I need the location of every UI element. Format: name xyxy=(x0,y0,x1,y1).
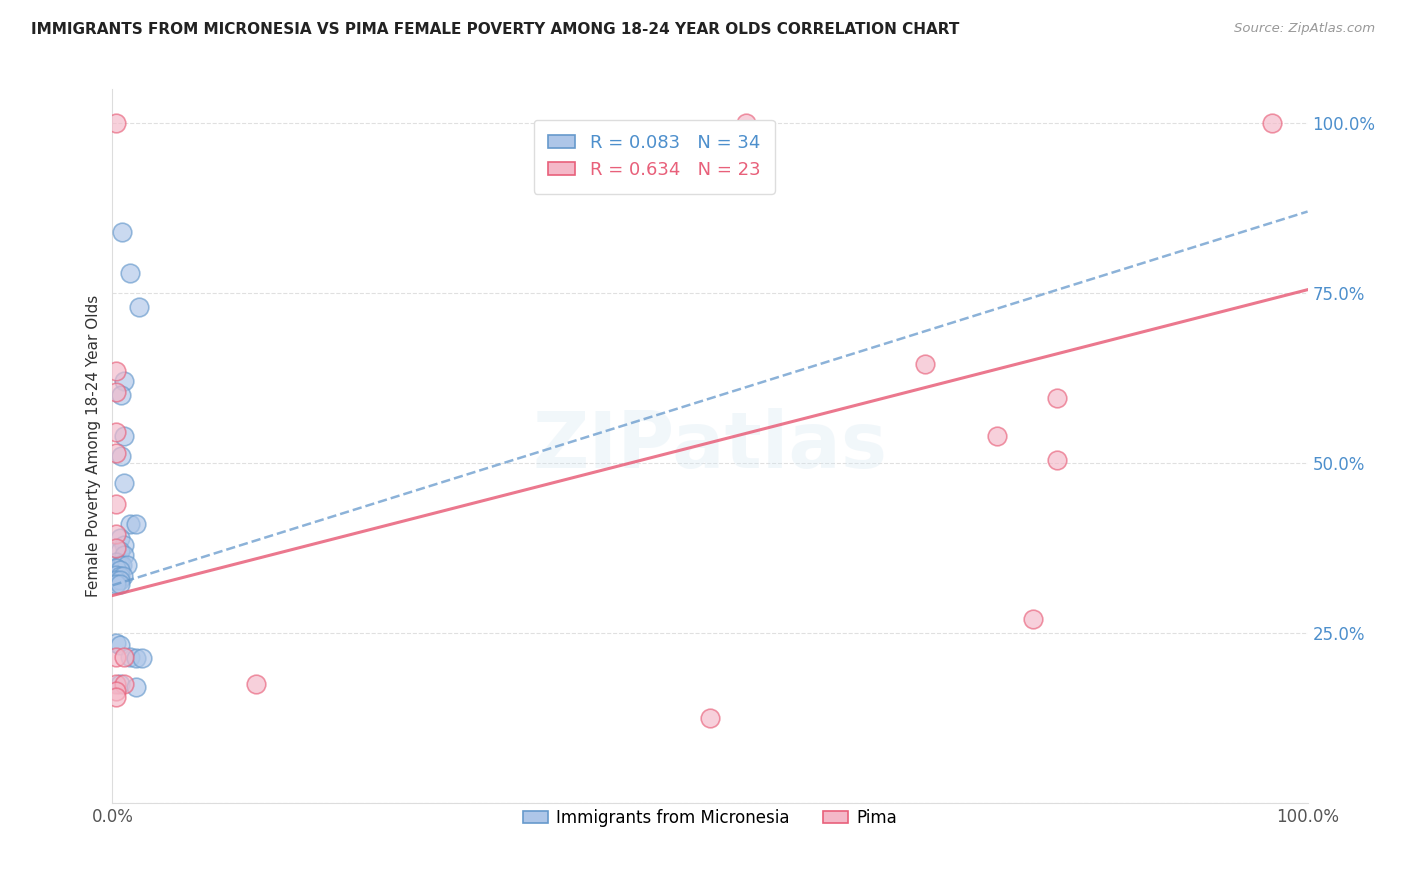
Point xyxy=(105,561,128,575)
Point xyxy=(105,364,128,378)
Point xyxy=(105,497,128,511)
Point xyxy=(114,537,135,551)
Point xyxy=(105,384,128,399)
Point xyxy=(105,573,128,587)
Point xyxy=(105,446,128,460)
Point xyxy=(105,636,128,650)
Point xyxy=(986,429,1008,443)
Point xyxy=(114,649,135,664)
Point xyxy=(105,649,128,664)
Point xyxy=(111,225,134,239)
Text: IMMIGRANTS FROM MICRONESIA VS PIMA FEMALE POVERTY AMONG 18-24 YEAR OLDS CORRELAT: IMMIGRANTS FROM MICRONESIA VS PIMA FEMAL… xyxy=(31,22,959,37)
Point xyxy=(105,555,128,569)
Point xyxy=(112,569,135,583)
Point xyxy=(131,651,153,665)
Point xyxy=(120,649,142,664)
Point xyxy=(114,375,135,389)
Point xyxy=(120,517,142,532)
Point xyxy=(114,548,135,562)
Point xyxy=(115,558,138,572)
Point xyxy=(105,541,128,555)
Point xyxy=(699,711,721,725)
Point xyxy=(111,558,134,572)
Point xyxy=(1261,116,1284,130)
Point xyxy=(735,116,758,130)
Point xyxy=(108,677,131,691)
Point xyxy=(105,568,128,582)
Point xyxy=(114,476,135,491)
Point xyxy=(1046,392,1069,406)
Point xyxy=(105,116,128,130)
Point xyxy=(108,569,131,583)
Point xyxy=(114,429,135,443)
Point xyxy=(125,651,148,665)
Point xyxy=(128,300,150,314)
Point xyxy=(108,558,131,572)
Point xyxy=(108,638,131,652)
Point xyxy=(110,449,132,463)
Point xyxy=(105,690,128,705)
Legend: Immigrants from Micronesia, Pima: Immigrants from Micronesia, Pima xyxy=(516,803,904,834)
Point xyxy=(110,388,132,402)
Point xyxy=(114,677,135,691)
Point xyxy=(125,517,148,532)
Text: Source: ZipAtlas.com: Source: ZipAtlas.com xyxy=(1234,22,1375,36)
Point xyxy=(108,544,131,558)
Y-axis label: Female Poverty Among 18-24 Year Olds: Female Poverty Among 18-24 Year Olds xyxy=(86,295,101,597)
Point xyxy=(1022,612,1045,626)
Point xyxy=(108,563,131,577)
Point xyxy=(914,358,936,372)
Point xyxy=(245,677,267,691)
Point xyxy=(1046,452,1069,467)
Point xyxy=(105,683,128,698)
Point xyxy=(108,573,131,587)
Point xyxy=(105,677,128,691)
Point xyxy=(105,577,128,591)
Point xyxy=(120,266,142,280)
Point xyxy=(108,531,131,545)
Point xyxy=(105,527,128,541)
Point xyxy=(108,577,131,591)
Point xyxy=(125,680,148,694)
Text: ZIPatlas: ZIPatlas xyxy=(533,408,887,484)
Point xyxy=(105,425,128,440)
